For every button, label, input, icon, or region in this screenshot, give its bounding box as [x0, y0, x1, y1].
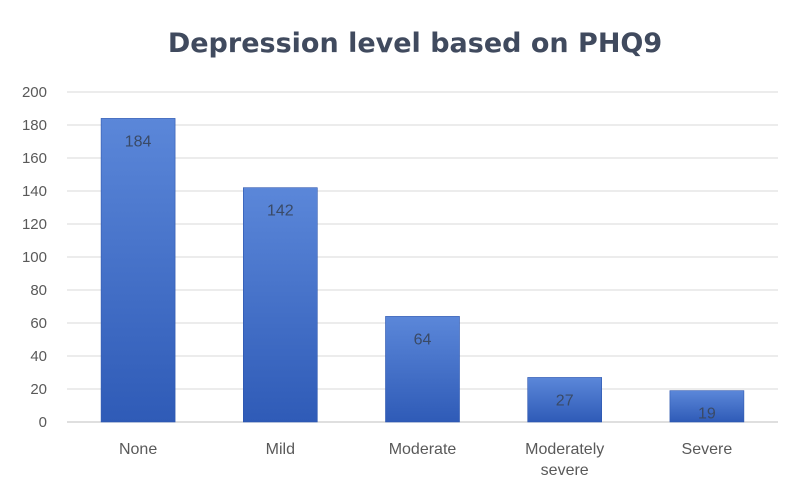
bar-value-label: 142	[267, 203, 294, 220]
y-tick-label: 0	[39, 414, 47, 431]
x-axis-categories: None Mild Moderate Moderately severe Severe	[119, 441, 732, 479]
bar	[385, 316, 460, 423]
gridlines	[67, 91, 778, 423]
y-tick-label: 20	[30, 381, 47, 398]
bar	[669, 390, 745, 423]
y-tick-label: 100	[22, 249, 47, 266]
y-axis-ticks: 0 20 40 60 80 100 120 140 160 180 200	[22, 84, 47, 431]
y-tick-label: 120	[22, 216, 47, 233]
chart-title: Depression level based on PHQ9	[168, 28, 662, 59]
bar-value-label: 27	[556, 392, 574, 409]
x-category-label: Moderate	[389, 441, 457, 458]
bar	[243, 187, 318, 423]
bar	[527, 377, 603, 423]
bar-value-label: 184	[125, 133, 152, 150]
x-category-label: Mild	[266, 441, 295, 458]
y-tick-label: 180	[22, 117, 47, 134]
y-tick-label: 140	[22, 183, 47, 200]
y-tick-label: 60	[30, 315, 47, 332]
y-tick-label: 40	[30, 348, 47, 365]
y-tick-label: 200	[22, 84, 47, 101]
x-category-label: Severe	[682, 441, 733, 458]
data-labels: 184 142 64 27 19	[125, 133, 716, 422]
bar-value-label: 19	[698, 406, 716, 423]
x-category-label: None	[119, 441, 157, 458]
x-category-label: Moderately severe	[525, 441, 604, 479]
bars	[100, 118, 745, 423]
bar	[100, 118, 176, 423]
y-tick-label: 160	[22, 150, 47, 167]
bar-value-label: 64	[414, 331, 432, 348]
y-tick-label: 80	[30, 282, 47, 299]
